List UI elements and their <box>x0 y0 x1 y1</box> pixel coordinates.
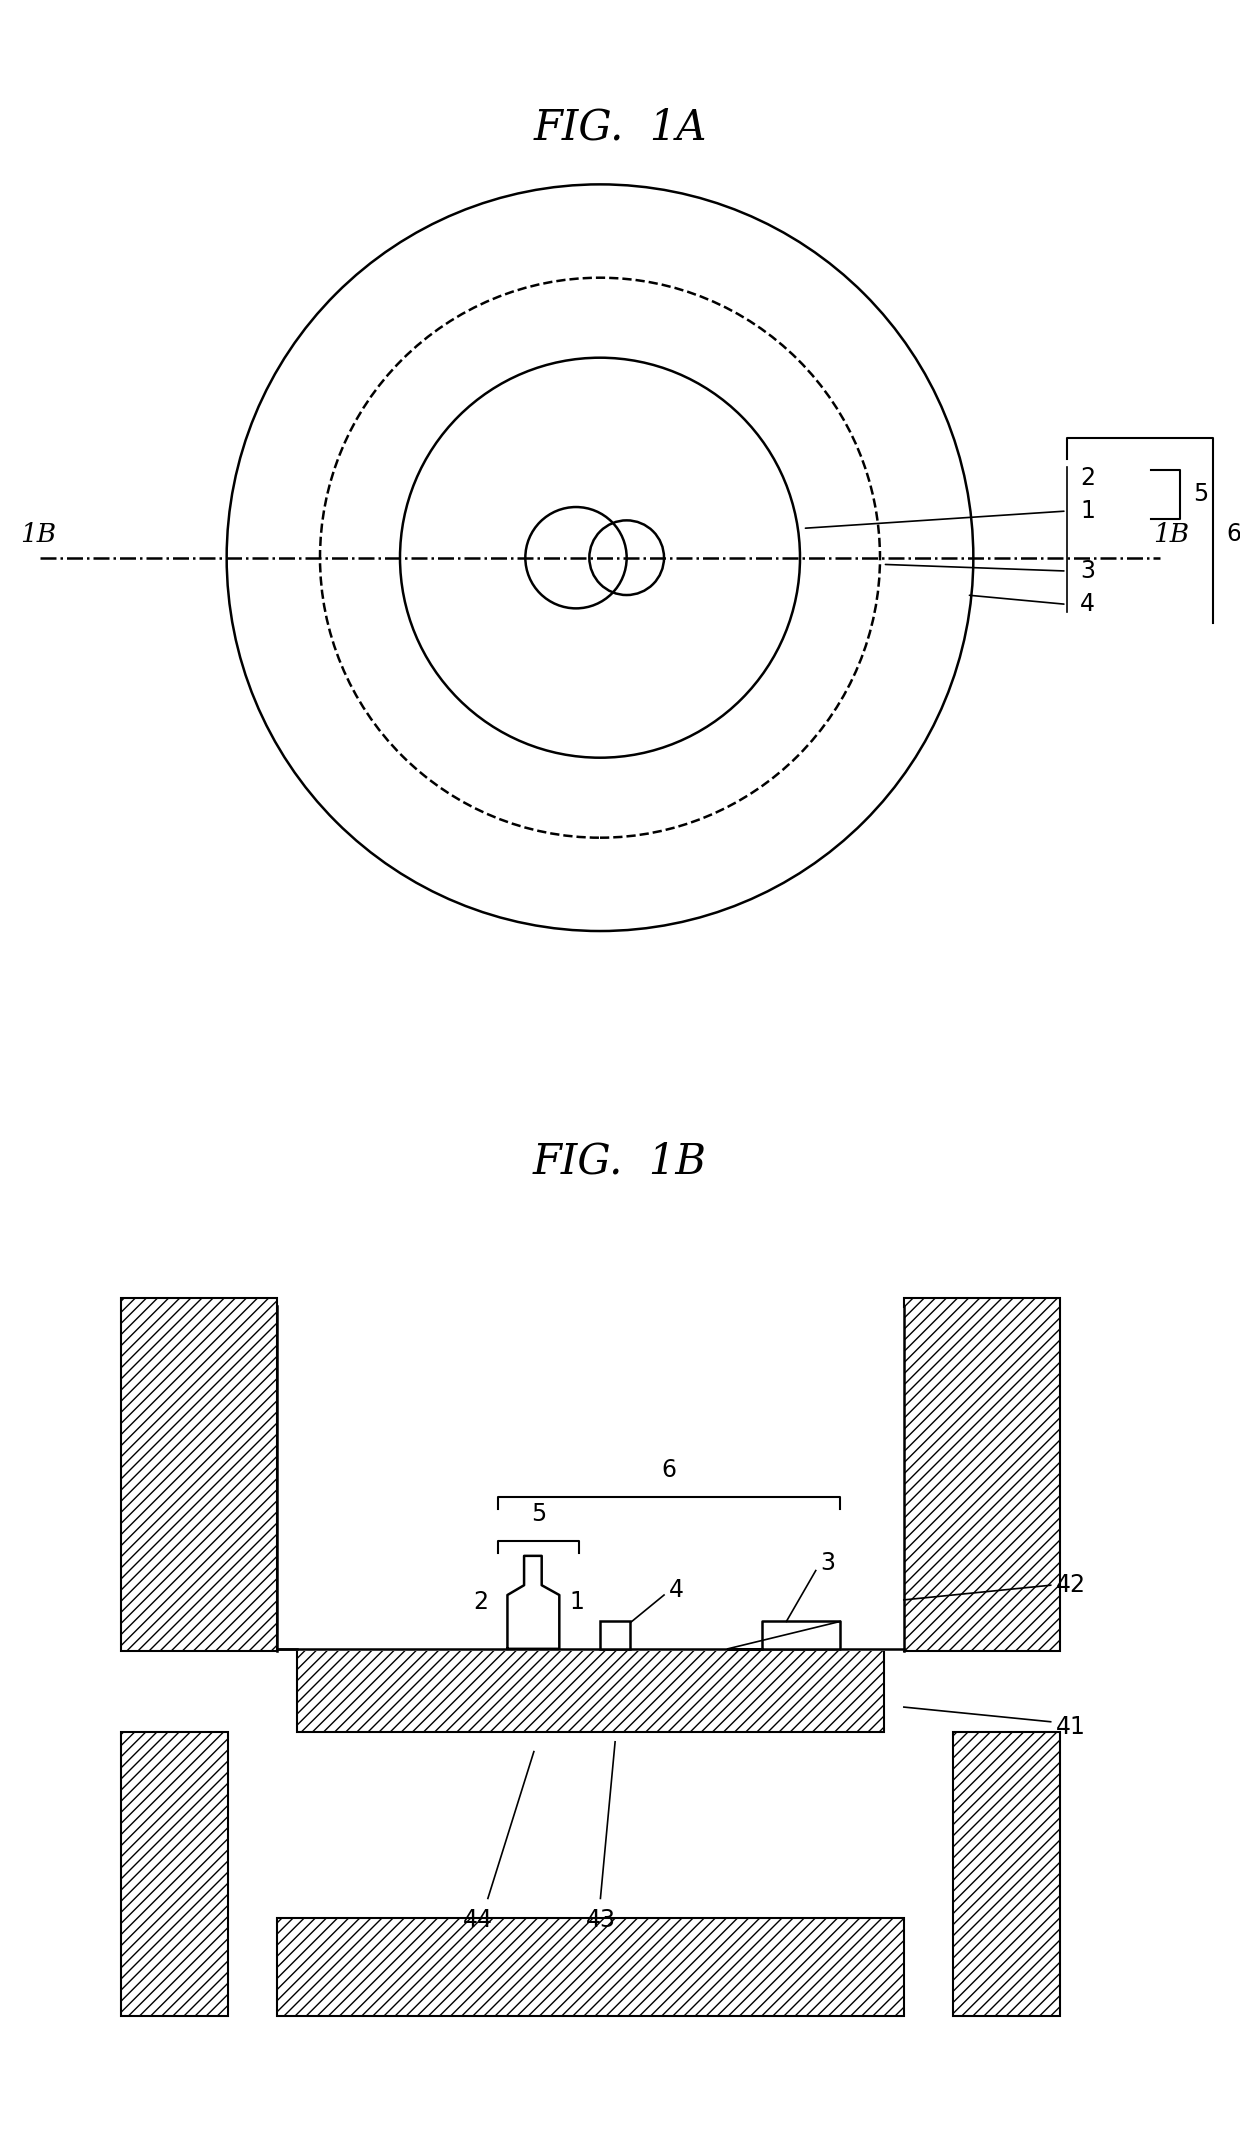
Bar <box>278 1918 904 2016</box>
Text: 5: 5 <box>1193 483 1209 506</box>
Text: 42: 42 <box>1055 1572 1085 1598</box>
Text: 3: 3 <box>821 1551 836 1574</box>
Bar <box>600 1622 630 1650</box>
Text: 5: 5 <box>531 1502 546 1527</box>
Polygon shape <box>507 1555 559 1650</box>
Text: 2: 2 <box>472 1589 487 1613</box>
Text: 1: 1 <box>569 1589 584 1613</box>
Text: 44: 44 <box>463 1909 494 1933</box>
Bar <box>120 1298 278 1652</box>
Text: 4: 4 <box>668 1579 684 1602</box>
Bar <box>298 1650 884 1731</box>
Polygon shape <box>728 1622 841 1650</box>
Text: 1B: 1B <box>1153 521 1189 547</box>
Text: 3: 3 <box>1080 560 1095 583</box>
Text: 1B: 1B <box>20 521 56 547</box>
Text: 43: 43 <box>585 1909 615 1933</box>
Bar <box>952 1731 1060 2016</box>
Text: 6: 6 <box>1226 523 1240 547</box>
Text: 1: 1 <box>1080 500 1095 523</box>
Text: FIG.  1A: FIG. 1A <box>533 107 707 148</box>
Bar <box>120 1731 228 2016</box>
Bar <box>904 1298 1060 1652</box>
Text: FIG.  1B: FIG. 1B <box>533 1141 707 1182</box>
Text: 4: 4 <box>1080 592 1095 616</box>
Text: 41: 41 <box>1055 1714 1085 1740</box>
Bar <box>278 1308 904 1652</box>
Text: 2: 2 <box>1080 465 1095 489</box>
Text: 6: 6 <box>661 1459 677 1482</box>
